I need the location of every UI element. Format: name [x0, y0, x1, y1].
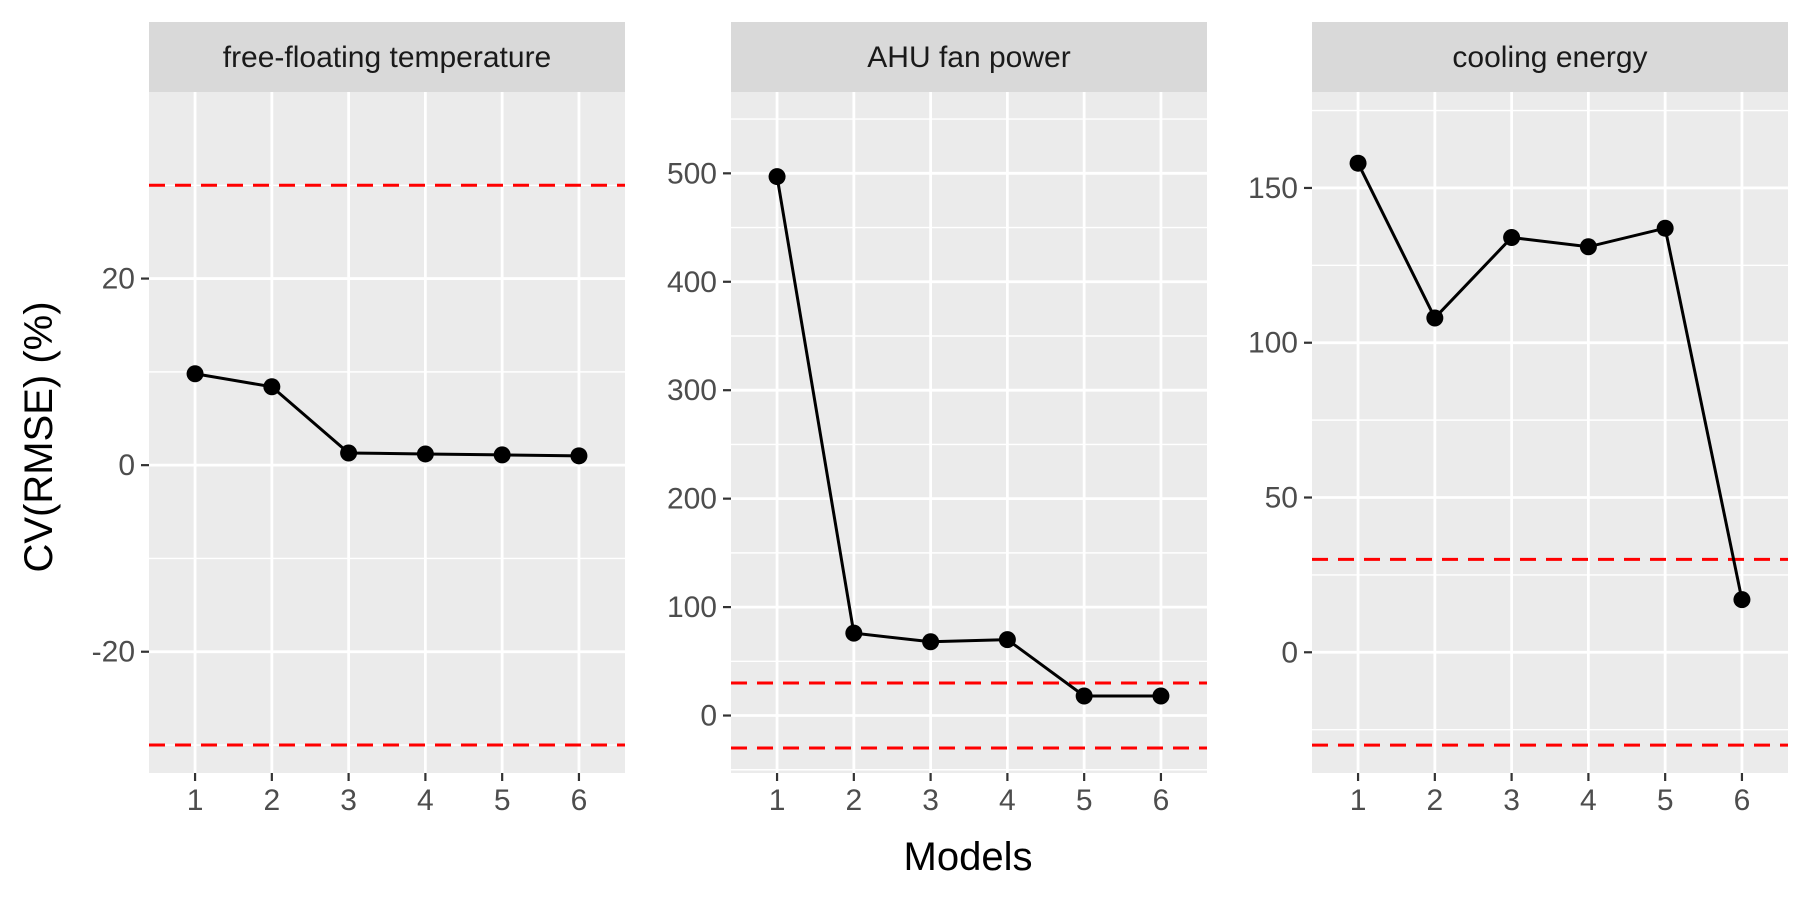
- data-point: [1075, 687, 1093, 705]
- data-point: [1503, 228, 1521, 246]
- y-axis-title: CV(RMSE) (%): [17, 301, 61, 572]
- data-point: [1733, 591, 1751, 609]
- panel-1: free-floating temperature -20 0 20 1 2 3 4 5 6: [92, 22, 625, 817]
- y-tick-label: 100: [667, 591, 717, 624]
- x-tick-label: 5: [494, 784, 511, 817]
- x-tick-label: 2: [1426, 784, 1443, 817]
- series-line: [1356, 162, 1744, 600]
- x-tick-label: 4: [417, 784, 434, 817]
- y-tick-label: 0: [700, 700, 717, 733]
- data-point: [1656, 219, 1674, 237]
- x-tick-label: 1: [1350, 784, 1367, 817]
- x-tick-label: 3: [340, 784, 357, 817]
- x-tick-label: 3: [1503, 784, 1520, 817]
- data-point: [1426, 309, 1444, 327]
- y-tick-label: 20: [102, 263, 135, 296]
- data-point: [845, 624, 863, 642]
- y-tick-label: 150: [1248, 172, 1298, 205]
- x-tick-label: 1: [769, 784, 786, 817]
- x-tick-label: 2: [845, 784, 862, 817]
- y-tick-label: -20: [92, 636, 135, 669]
- panel-2: AHU fan power 0 100 200 300 400 500 1 2 3 4 5 6: [667, 22, 1207, 817]
- data-point: [1152, 687, 1170, 705]
- plot-background: [1312, 92, 1788, 773]
- series-line: [775, 176, 1161, 698]
- data-point: [186, 365, 204, 383]
- y-tick-label: 500: [667, 157, 717, 190]
- data-point: [570, 447, 588, 465]
- panel-strip: [149, 22, 625, 92]
- x-tick-label: 5: [1076, 784, 1093, 817]
- data-point: [493, 446, 511, 464]
- panel-title: cooling energy: [1452, 41, 1647, 74]
- data-point: [340, 444, 358, 462]
- data-point: [263, 378, 281, 396]
- x-tick-label: 4: [1580, 784, 1597, 817]
- x-tick-label: 5: [1657, 784, 1674, 817]
- y-tick-label: 200: [667, 483, 717, 516]
- plot-background: [731, 92, 1207, 773]
- x-tick-label: 6: [571, 784, 588, 817]
- data-point: [1579, 238, 1597, 256]
- panel-title: AHU fan power: [867, 41, 1070, 74]
- panel-strip: [731, 22, 1207, 92]
- x-tick-label: 4: [999, 784, 1016, 817]
- panel-strip: [1312, 22, 1788, 92]
- y-tick-label: 0: [1281, 636, 1298, 669]
- x-tick-label: 1: [187, 784, 204, 817]
- data-point: [1349, 154, 1367, 172]
- x-tick-label: 3: [922, 784, 939, 817]
- y-tick-label: 0: [118, 449, 135, 482]
- panel-title: free-floating temperature: [223, 41, 552, 74]
- y-tick-label: 300: [667, 374, 717, 407]
- data-point: [416, 445, 434, 463]
- series-line: [194, 372, 579, 458]
- x-tick-label: 6: [1153, 784, 1170, 817]
- y-tick-label: 100: [1248, 327, 1298, 360]
- panel-3: cooling energy 0 50 100 150 1 2 3 4 5 6: [1248, 22, 1788, 817]
- data-point: [768, 168, 786, 186]
- x-tick-label: 2: [263, 784, 280, 817]
- x-tick-label: 6: [1734, 784, 1751, 817]
- y-tick-label: 400: [667, 266, 717, 299]
- plot-background: [149, 92, 625, 773]
- data-point: [922, 633, 940, 651]
- y-tick-label: 50: [1265, 482, 1298, 515]
- data-point: [998, 631, 1016, 649]
- x-axis-title: Models: [904, 835, 1033, 879]
